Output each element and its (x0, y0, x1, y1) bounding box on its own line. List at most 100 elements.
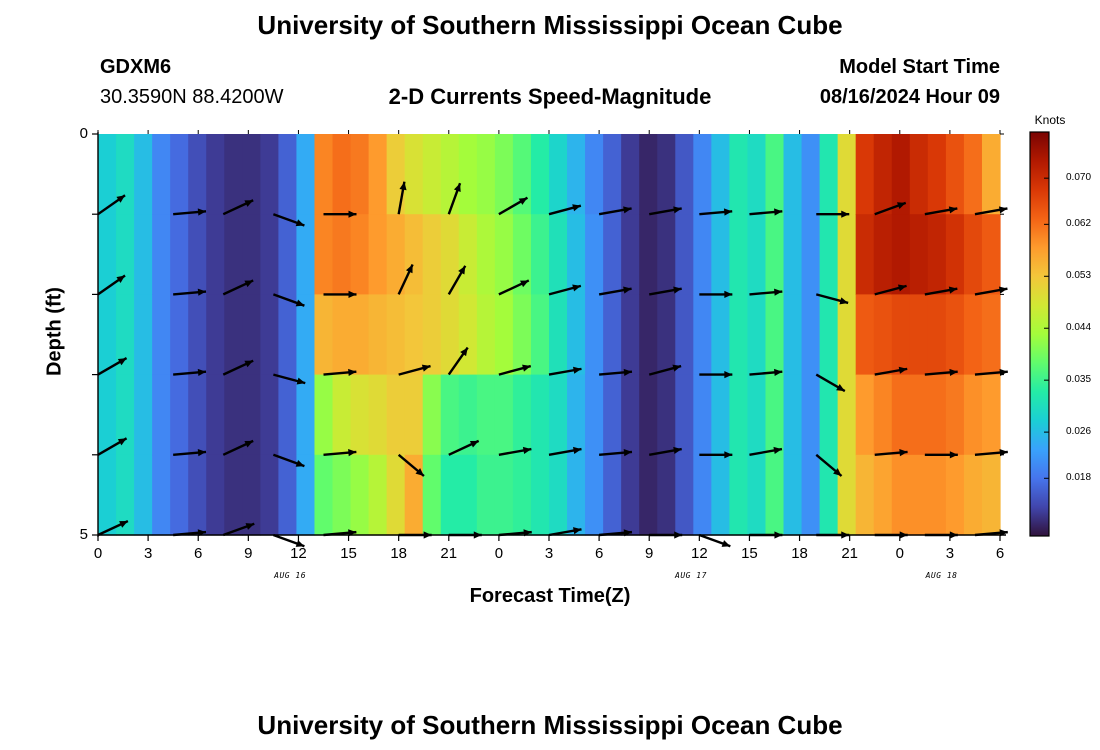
heatmap-cell (458, 294, 478, 376)
heatmap-cell (963, 454, 983, 536)
heatmap-cell (657, 294, 676, 376)
current-vector (815, 293, 849, 305)
heatmap-cell (549, 294, 568, 376)
footer-title: University of Southern Mississippi Ocean… (257, 710, 843, 740)
heatmap-cell (530, 454, 550, 536)
current-vector (649, 206, 682, 216)
heatmap-cell (134, 294, 153, 376)
heatmap-cell (98, 294, 117, 376)
y-tick-label: 0 (79, 125, 88, 142)
heatmap-cell (152, 134, 171, 215)
heatmap-cell (458, 134, 478, 215)
current-vector (448, 439, 480, 456)
heatmap-cell (458, 214, 478, 295)
heatmap-cell (783, 294, 803, 376)
heatmap-cell (639, 214, 658, 295)
colorbar (1029, 131, 1050, 537)
current-vector (323, 210, 357, 218)
heatmap-cell (458, 374, 478, 456)
heatmap-cell (765, 134, 785, 215)
heatmap-cell (765, 374, 785, 456)
heatmap-cell (224, 374, 243, 456)
heatmap-cell (332, 374, 352, 456)
current-vector (816, 210, 850, 218)
current-vector (749, 208, 783, 216)
heatmap-cell (855, 134, 875, 215)
current-vector (498, 196, 529, 216)
heatmap-cell (621, 454, 640, 536)
heatmap-cell (368, 454, 388, 536)
heatmap-cell (296, 214, 316, 295)
heatmap-cell (296, 454, 316, 536)
heatmap-cell (891, 374, 911, 456)
colorbar-scale (1029, 131, 1050, 537)
x-tick-label: 15 (741, 545, 758, 562)
heatmap-cell (314, 374, 334, 456)
heatmap-cell (116, 374, 135, 456)
heatmap-cell (296, 134, 316, 215)
heatmap-cell (765, 214, 785, 295)
current-vector (273, 373, 306, 385)
heatmap-cell (909, 214, 929, 295)
heatmap-cell (675, 134, 694, 215)
heatmap-cell (278, 454, 298, 536)
heatmap-cell (891, 294, 911, 376)
heatmap-cell (621, 294, 640, 376)
date-label: AUG 17 (675, 571, 707, 580)
heatmap-cell (386, 294, 406, 376)
heatmap-cell (585, 454, 604, 536)
heatmap-cell (945, 374, 965, 456)
current-vector (924, 206, 958, 216)
heatmap-cell (224, 294, 243, 376)
heatmap-cell (567, 214, 586, 295)
heatmap-cell (549, 374, 568, 456)
heatmap-cell (314, 454, 334, 536)
colorbar-tick-label: 0.044 (1066, 322, 1092, 334)
heatmap-cell (404, 134, 424, 215)
heatmap-cell (170, 134, 189, 215)
current-vector (97, 357, 128, 376)
current-vector (699, 208, 733, 216)
heatmap-cell (386, 454, 406, 536)
heatmap-cell (981, 454, 1001, 536)
x-tick-label: 18 (791, 545, 808, 562)
current-vector (924, 368, 958, 377)
heatmap-cell (314, 214, 334, 295)
heatmap-cell (206, 454, 225, 536)
x-tick-label: 12 (290, 545, 307, 562)
colorbar-tick-label: 0.070 (1066, 172, 1092, 184)
x-tick-label: 21 (440, 545, 458, 562)
heatmap-cell (476, 374, 496, 456)
heatmap-cell (927, 454, 947, 536)
current-vector (548, 284, 582, 296)
heatmap-cell (278, 214, 298, 295)
x-tick-label: 0 (93, 545, 103, 562)
heatmap-cell (260, 294, 279, 376)
heatmap-cell (404, 454, 424, 536)
heatmap-cell (711, 134, 730, 215)
heatmap-cell (891, 214, 911, 295)
current-vector (749, 288, 783, 296)
current-vector (699, 290, 733, 298)
colorbar-tick-label: 0.018 (1066, 472, 1092, 484)
heatmap-cell (981, 134, 1001, 215)
heatmap-cell (819, 294, 839, 376)
date-label: AUG 18 (925, 571, 958, 580)
current-vector (815, 373, 846, 393)
current-vector (222, 439, 254, 456)
heatmap-cell (260, 374, 279, 456)
heatmap-cell (819, 214, 839, 295)
page-title: University of Southern Mississippi Ocean… (257, 10, 843, 40)
heatmap-cell (170, 294, 189, 376)
heatmap-cell (152, 374, 171, 456)
heatmap-cell (621, 134, 640, 215)
heatmap-cell (260, 134, 279, 215)
heatmap-cell (98, 374, 117, 456)
current-vector (323, 449, 357, 457)
current-vector (447, 182, 462, 215)
current-vector (397, 263, 414, 295)
heatmap-cell (711, 374, 730, 456)
x-axis-title: Forecast Time(Z) (469, 585, 631, 607)
current-vector (599, 368, 633, 377)
current-vector (398, 364, 431, 376)
